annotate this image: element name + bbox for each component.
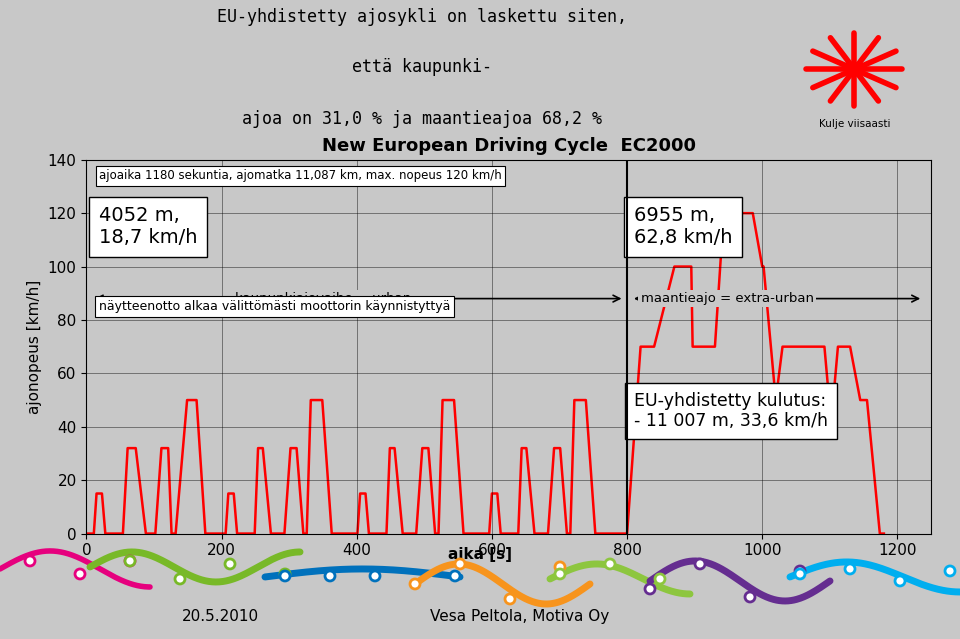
Text: kaupunkiajovaihe = urban: kaupunkiajovaihe = urban bbox=[235, 292, 411, 305]
Circle shape bbox=[555, 569, 565, 579]
Circle shape bbox=[655, 574, 665, 584]
Circle shape bbox=[325, 571, 335, 581]
Circle shape bbox=[325, 571, 335, 581]
Circle shape bbox=[845, 564, 855, 574]
Circle shape bbox=[695, 559, 705, 569]
Text: Vesa Peltola, Motiva Oy: Vesa Peltola, Motiva Oy bbox=[430, 610, 610, 624]
Circle shape bbox=[225, 559, 235, 569]
Circle shape bbox=[280, 569, 290, 579]
Text: ajoa on 31,0 % ja maantieajoa 68,2 %: ajoa on 31,0 % ja maantieajoa 68,2 % bbox=[242, 111, 603, 128]
Circle shape bbox=[745, 592, 755, 602]
Circle shape bbox=[795, 569, 805, 579]
Circle shape bbox=[450, 571, 460, 581]
Circle shape bbox=[795, 566, 805, 576]
Circle shape bbox=[695, 559, 705, 569]
Text: ajoaika 1180 sekuntia, ajomatka 11,087 km, max. nopeus 120 km/h: ajoaika 1180 sekuntia, ajomatka 11,087 k… bbox=[99, 169, 502, 182]
Circle shape bbox=[450, 571, 460, 581]
Circle shape bbox=[745, 592, 755, 602]
Circle shape bbox=[370, 571, 380, 581]
Circle shape bbox=[505, 594, 515, 604]
Circle shape bbox=[645, 584, 655, 594]
Text: 6955 m,
62,8 km/h: 6955 m, 62,8 km/h bbox=[634, 206, 732, 247]
Circle shape bbox=[695, 559, 705, 569]
Circle shape bbox=[895, 576, 905, 586]
Circle shape bbox=[325, 571, 335, 581]
Text: että kaupunki-: että kaupunki- bbox=[352, 58, 492, 76]
Circle shape bbox=[125, 556, 135, 566]
Circle shape bbox=[845, 564, 855, 574]
Circle shape bbox=[945, 566, 955, 576]
Circle shape bbox=[945, 566, 955, 576]
Circle shape bbox=[125, 556, 135, 566]
Circle shape bbox=[280, 571, 290, 581]
Text: Kulje viisaasti: Kulje viisaasti bbox=[819, 119, 890, 128]
Circle shape bbox=[455, 559, 465, 569]
Circle shape bbox=[280, 571, 290, 581]
Circle shape bbox=[280, 569, 290, 579]
Circle shape bbox=[455, 559, 465, 569]
Circle shape bbox=[75, 569, 85, 579]
Text: näytteenotto alkaa välittömästi moottorin käynnistyttyä: näytteenotto alkaa välittömästi moottori… bbox=[99, 300, 450, 313]
Text: 4052 m,
18,7 km/h: 4052 m, 18,7 km/h bbox=[99, 206, 198, 247]
Circle shape bbox=[125, 556, 135, 566]
Circle shape bbox=[555, 562, 565, 572]
Circle shape bbox=[795, 569, 805, 579]
Y-axis label: ajonopeus [km/h]: ajonopeus [km/h] bbox=[27, 279, 42, 414]
Circle shape bbox=[505, 594, 515, 604]
Circle shape bbox=[555, 569, 565, 579]
Text: aika [s]: aika [s] bbox=[448, 547, 512, 562]
Circle shape bbox=[605, 559, 615, 569]
Circle shape bbox=[280, 569, 290, 579]
Circle shape bbox=[75, 569, 85, 579]
Circle shape bbox=[845, 564, 855, 574]
Circle shape bbox=[605, 559, 615, 569]
Circle shape bbox=[225, 559, 235, 569]
Circle shape bbox=[75, 569, 85, 579]
Circle shape bbox=[645, 584, 655, 594]
Circle shape bbox=[655, 574, 665, 584]
Circle shape bbox=[25, 556, 35, 566]
Text: EU-yhdistetty kulutus:
- 11 007 m, 33,6 km/h: EU-yhdistetty kulutus: - 11 007 m, 33,6 … bbox=[634, 392, 828, 430]
Circle shape bbox=[410, 579, 420, 589]
Circle shape bbox=[655, 574, 665, 584]
Circle shape bbox=[175, 574, 185, 584]
Text: maantieajo = extra-urban: maantieajo = extra-urban bbox=[640, 292, 813, 305]
Circle shape bbox=[175, 574, 185, 584]
Circle shape bbox=[125, 556, 135, 566]
Circle shape bbox=[895, 576, 905, 586]
Circle shape bbox=[795, 566, 805, 576]
Circle shape bbox=[410, 579, 420, 589]
Circle shape bbox=[410, 579, 420, 589]
Title: New European Driving Cycle  EC2000: New European Driving Cycle EC2000 bbox=[322, 137, 696, 155]
Circle shape bbox=[555, 569, 565, 579]
Circle shape bbox=[25, 556, 35, 566]
Circle shape bbox=[795, 569, 805, 579]
Circle shape bbox=[125, 556, 135, 566]
Text: 20.5.2010: 20.5.2010 bbox=[181, 610, 258, 624]
Circle shape bbox=[795, 566, 805, 576]
Circle shape bbox=[555, 562, 565, 572]
Circle shape bbox=[25, 556, 35, 566]
Circle shape bbox=[846, 63, 863, 76]
Circle shape bbox=[505, 594, 515, 604]
Circle shape bbox=[175, 574, 185, 584]
Circle shape bbox=[555, 562, 565, 572]
Circle shape bbox=[370, 571, 380, 581]
Circle shape bbox=[455, 559, 465, 569]
Circle shape bbox=[225, 559, 235, 569]
Circle shape bbox=[125, 556, 135, 566]
Circle shape bbox=[450, 571, 460, 581]
Circle shape bbox=[370, 571, 380, 581]
Circle shape bbox=[945, 566, 955, 576]
Circle shape bbox=[645, 584, 655, 594]
Circle shape bbox=[280, 571, 290, 581]
Text: EU-yhdistetty ajosykli on laskettu siten,: EU-yhdistetty ajosykli on laskettu siten… bbox=[217, 8, 628, 26]
Circle shape bbox=[745, 592, 755, 602]
Circle shape bbox=[605, 559, 615, 569]
Circle shape bbox=[895, 576, 905, 586]
